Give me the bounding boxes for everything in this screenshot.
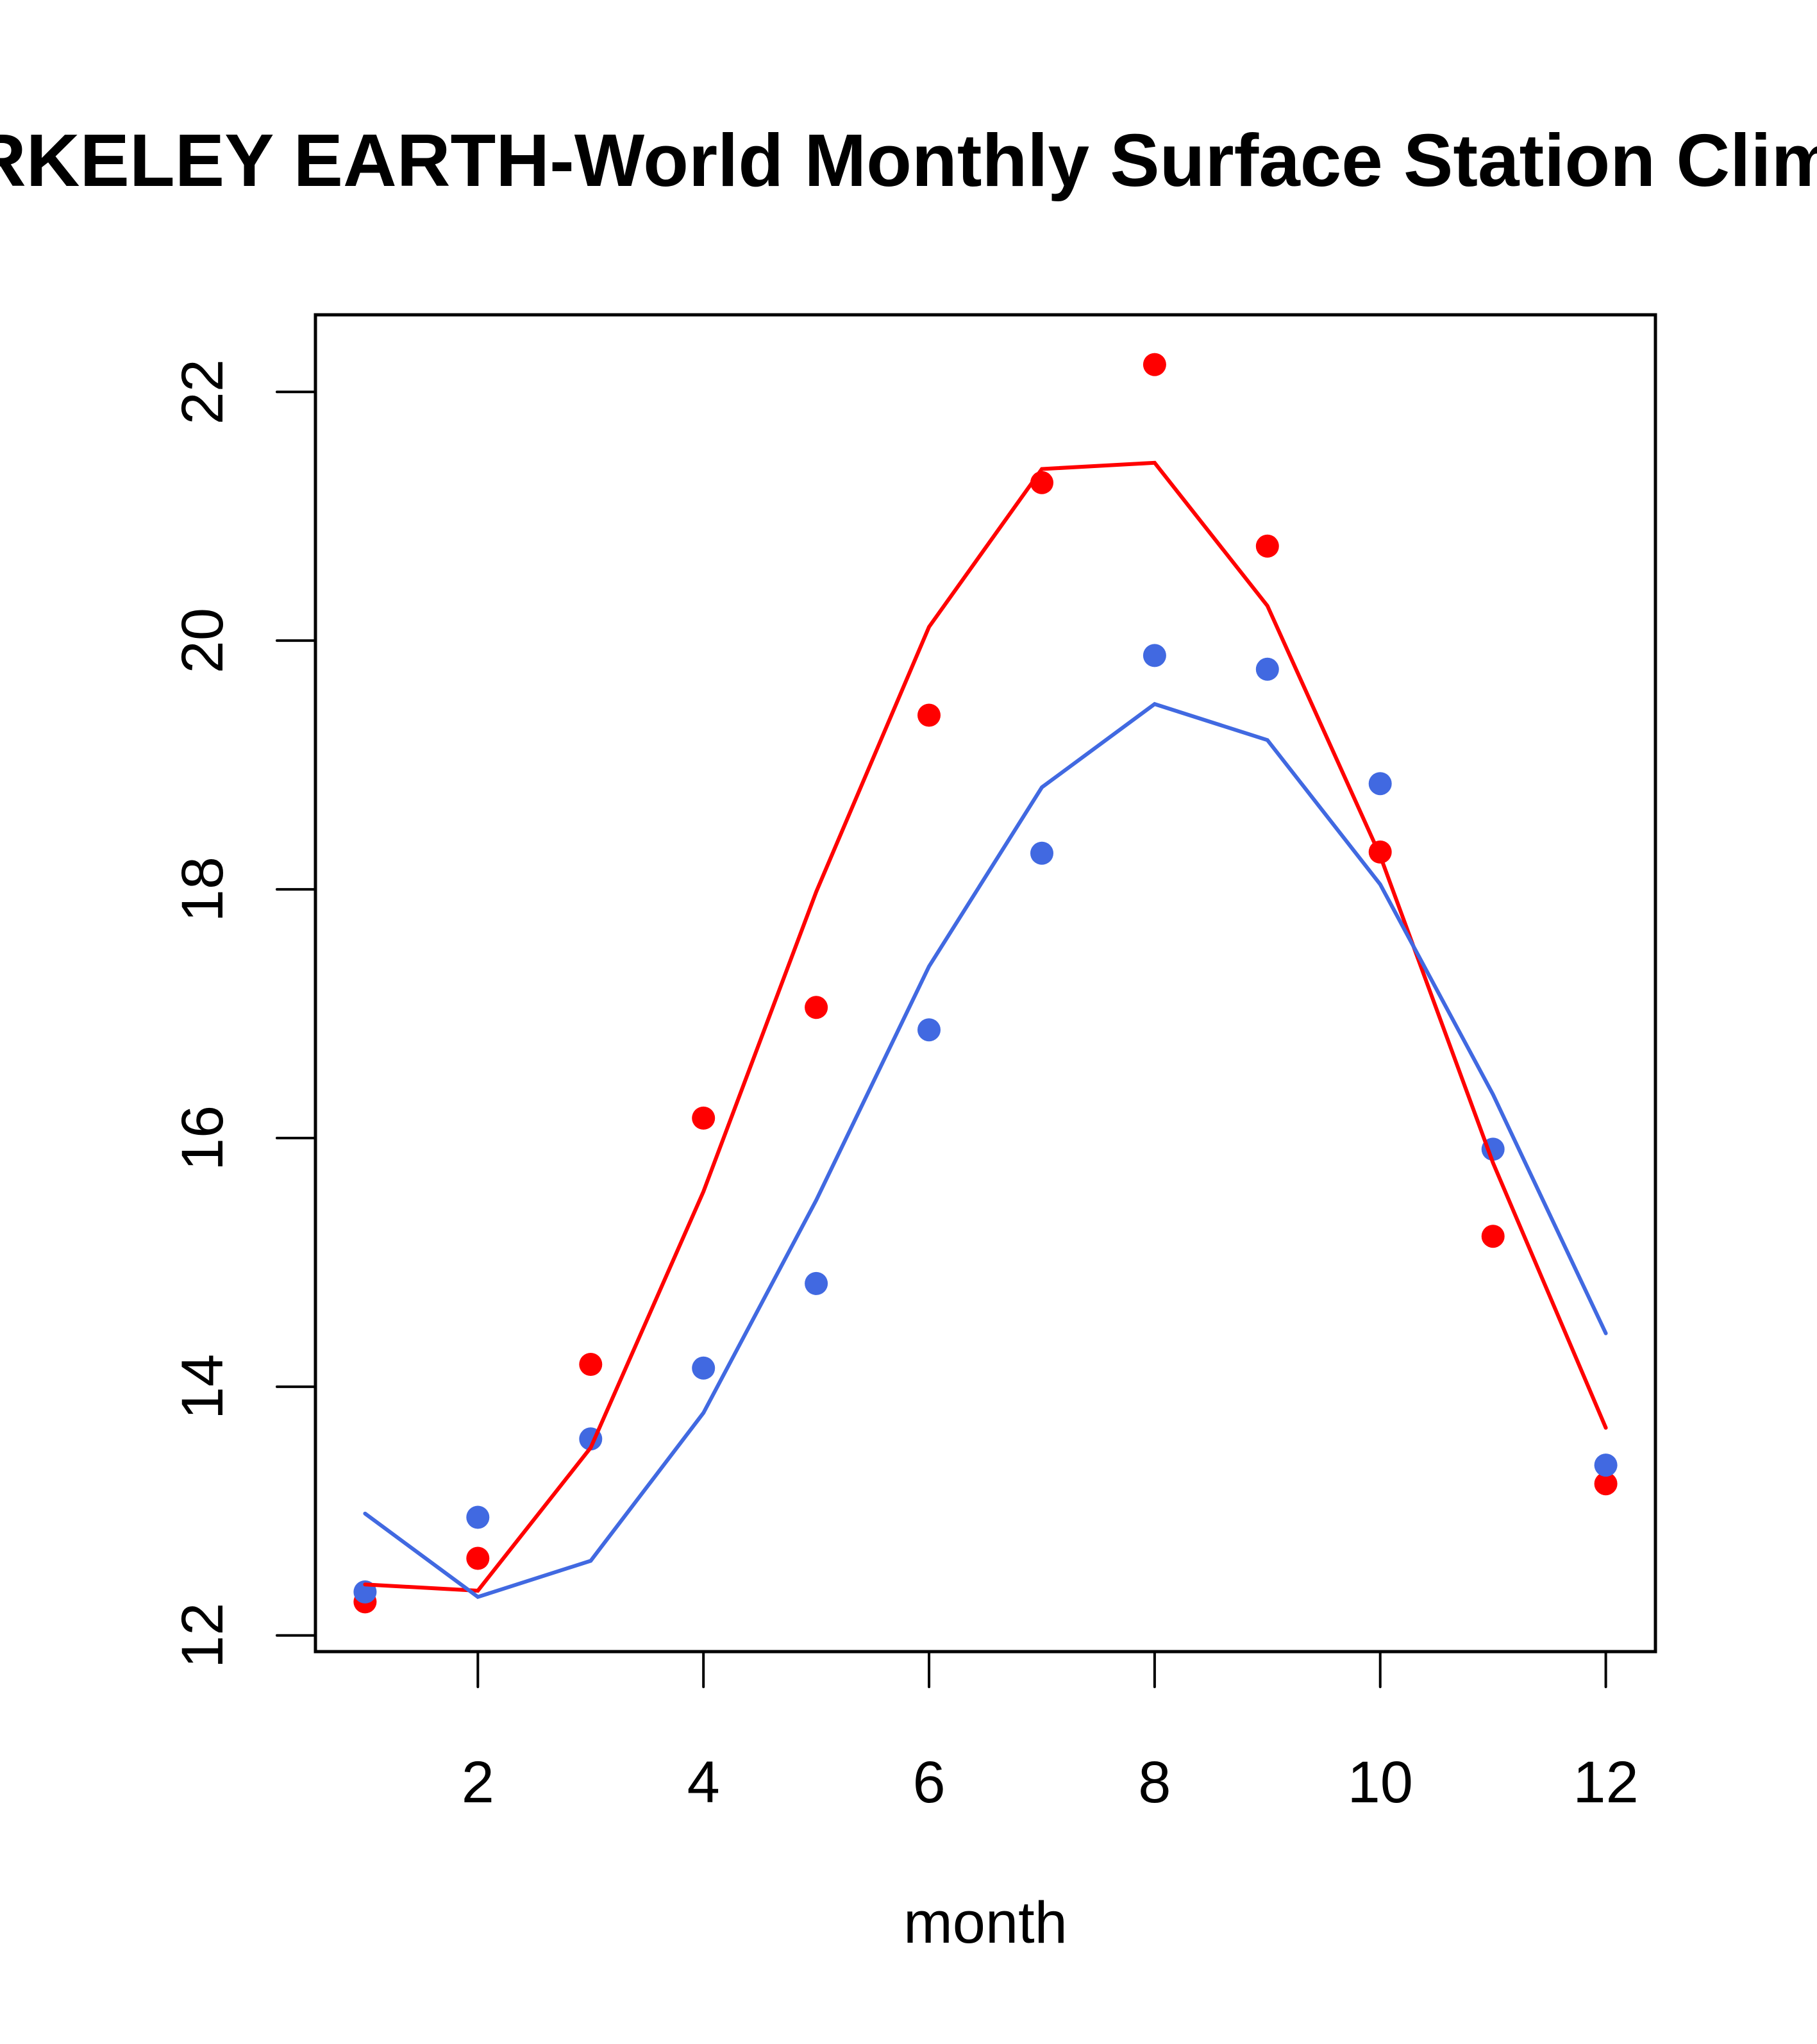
- plot-frame: [314, 313, 1657, 1654]
- x-tick-label: 4: [687, 1750, 720, 1815]
- data-point: [917, 703, 941, 727]
- x-tick-label: 2: [462, 1750, 494, 1815]
- y-tick-label: 14: [170, 1354, 235, 1420]
- data-point: [1594, 1453, 1618, 1477]
- data-point: [579, 1353, 603, 1376]
- data-point: [1255, 657, 1279, 681]
- y-tick-label: 12: [170, 1603, 235, 1668]
- data-point: [1368, 772, 1392, 796]
- data-point: [917, 1018, 941, 1042]
- y-tick-label: 22: [170, 359, 235, 424]
- x-tick-label: 10: [1348, 1750, 1413, 1815]
- plot-area: [353, 353, 1618, 1614]
- x-tick-label: 12: [1573, 1750, 1638, 1815]
- chart-title: BERKELEY EARTH-World Monthly Surface Sta…: [0, 119, 1817, 202]
- data-point: [692, 1106, 716, 1130]
- y-tick-label: 18: [170, 857, 235, 922]
- x-tick-label: 8: [1138, 1750, 1171, 1815]
- data-point: [1143, 353, 1166, 376]
- red-line: [363, 460, 1608, 1593]
- y-axis: 12 14 16 18 20 22: [170, 359, 317, 1668]
- data-point: [466, 1505, 490, 1529]
- data-point: [1481, 1225, 1505, 1248]
- x-tick-label: 6: [912, 1750, 945, 1815]
- data-point: [692, 1356, 716, 1380]
- data-point: [1255, 534, 1279, 558]
- data-point: [805, 996, 828, 1019]
- x-axis-label: month: [903, 1890, 1068, 1956]
- blue-points: [353, 644, 1618, 1604]
- data-point: [1030, 841, 1053, 865]
- blue-line: [363, 701, 1608, 1600]
- data-point: [1594, 1472, 1618, 1496]
- y-tick-label: 20: [170, 608, 235, 673]
- data-point: [466, 1546, 490, 1570]
- data-point: [1143, 644, 1166, 667]
- y-tick-label: 16: [170, 1105, 235, 1171]
- data-point: [805, 1271, 828, 1295]
- x-axis: 2 4 6 8 10 12: [462, 1650, 1639, 1815]
